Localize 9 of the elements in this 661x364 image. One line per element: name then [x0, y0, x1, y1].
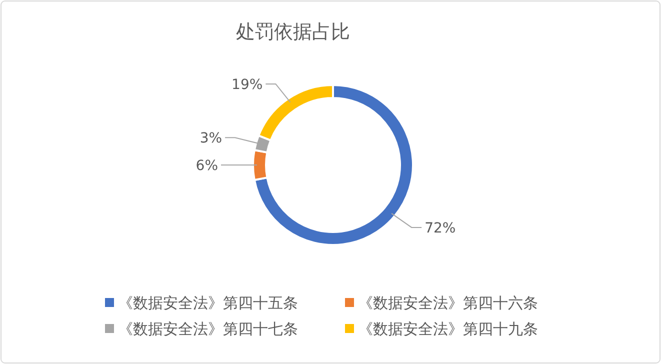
legend-label: 《数据安全法》第四十九条 — [358, 320, 538, 338]
chart-title: 处罚依据占比 — [236, 21, 350, 43]
data-label: 6% — [196, 158, 218, 174]
legend-label: 《数据安全法》第四十七条 — [118, 320, 298, 338]
data-label: 19% — [232, 76, 263, 93]
legend-label: 《数据安全法》第四十六条 — [358, 294, 538, 312]
data-label: 72% — [424, 220, 456, 236]
legend-label: 《数据安全法》第四十五条 — [118, 294, 298, 312]
data-label: 3% — [200, 130, 222, 147]
